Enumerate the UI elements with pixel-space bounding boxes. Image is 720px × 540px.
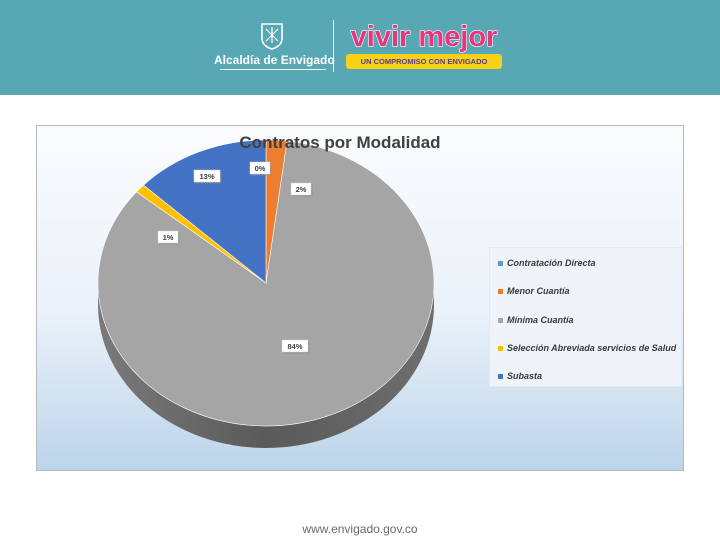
legend-label: Selección Abreviada servicios de Salud [507,342,677,353]
legend-label: Mínima Cuantía [507,314,574,325]
pie-slice-minima-cuantia [97,140,435,427]
logo-underline [220,69,326,70]
legend-swatch [498,261,503,266]
svg-text:1%: 1% [163,233,174,242]
legend-swatch [498,317,503,323]
legend-label: Contratación Directa [507,258,596,268]
legend-item-seleccion-abreviada-servicios-de-salud: Selección Abreviada servicios de Salud [498,341,682,355]
data-label-subasta: 13% [193,169,222,184]
svg-text:13%: 13% [199,172,214,181]
legend-swatch [498,289,503,295]
brand-name: vivir mejor [351,21,498,53]
header-divider [333,20,334,72]
tagline-emphasis: ENVIGADO [447,57,488,66]
header-banner: Alcaldía de Envigado vivir mejor UN COMP… [0,0,720,95]
brand-tagline: UN COMPROMISO CON ENVIGADO [346,54,502,69]
legend-swatch [498,374,503,380]
tagline-prefix: UN COMPROMISO CON [360,57,448,66]
data-label-menor-cuantia: 2% [290,182,313,197]
data-label-contratacion-directa: 0% [249,161,272,176]
alcaldia-name: Alcaldía de Envigado [214,53,335,67]
pie-slice-subasta [143,139,267,284]
municipal-seal-icon [261,23,283,50]
svg-text:2%: 2% [296,185,307,194]
svg-text:0%: 0% [255,164,266,173]
footer-url[interactable]: www.envigado.gov.co [302,522,418,536]
chart-title: Contratos por Modalidad [239,133,441,152]
legend-item-menor-cuantia: Menor Cuantía [498,284,682,298]
chart-legend: Contratación Directa Menor Cuantía Mínima … [489,247,682,387]
legend-swatch [498,345,503,351]
vivir-mejor-logo[interactable]: vivir mejor UN COMPROMISO CON ENVIGADO [344,19,504,73]
legend-label: Subasta [507,371,543,382]
legend-label: Menor Cuantía [507,286,570,297]
svg-text:84%: 84% [287,342,302,351]
data-label-minima-cuantia: 84% [281,339,310,354]
legend-item-contratacion-directa: Contratación Directa [498,256,682,270]
vivir-mejor-wordmark: vivir mejor [350,20,498,53]
legend-item-minima-cuantia: Mínima Cuantía [498,313,682,327]
legend-item-subasta: Subasta [498,369,682,383]
alcaldia-logo[interactable]: Alcaldía de Envigado [214,22,335,72]
data-label-seleccion-abreviada-servicios-de-salud: 1% [157,230,180,245]
